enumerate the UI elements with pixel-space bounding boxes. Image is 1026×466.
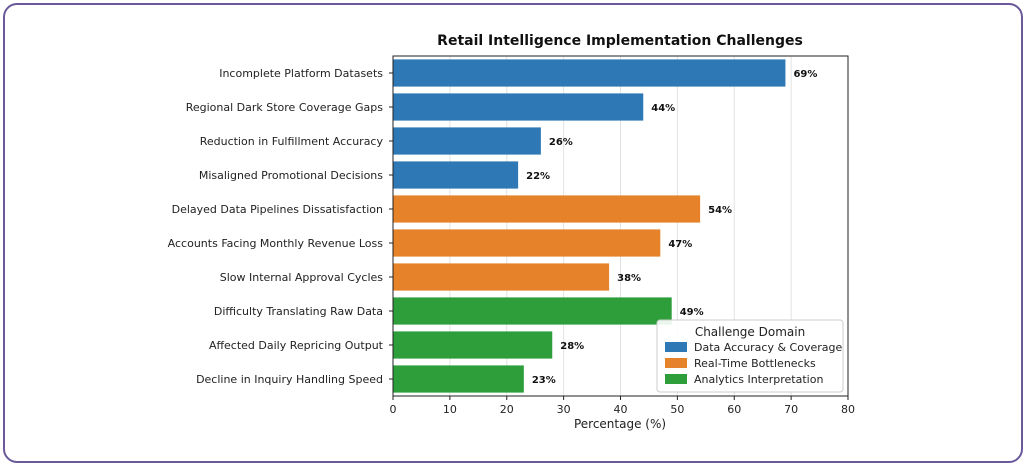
plot-border xyxy=(392,55,849,397)
category-labels: Incomplete Platform Datasets Regional Dar… xyxy=(168,67,393,386)
bars: 69% 44% 26% 22% 54% 47% 38% 49% 28% 23% xyxy=(393,59,817,393)
bar xyxy=(393,297,672,325)
x-tick-label: 40 xyxy=(614,403,628,416)
bar xyxy=(393,195,701,223)
x-tick-label: 50 xyxy=(670,403,684,416)
x-tick-label: 10 xyxy=(443,403,457,416)
bar xyxy=(393,263,610,291)
bar-data-label: 47% xyxy=(668,239,692,250)
bar-data-label: 54% xyxy=(708,205,732,216)
x-tick-label: 60 xyxy=(727,403,741,416)
chart-title: Retail Intelligence Implementation Chall… xyxy=(437,33,803,49)
legend-swatch xyxy=(665,358,687,368)
legend-entry-label: Analytics Interpretation xyxy=(694,373,823,386)
category-label: Slow Internal Approval Cycles xyxy=(220,271,384,284)
category-label: Accounts Facing Monthly Revenue Loss xyxy=(168,237,384,250)
legend-entries: Data Accuracy & Coverage Real-Time Bottle… xyxy=(665,341,842,386)
bar-data-label: 26% xyxy=(549,137,573,148)
category-label: Delayed Data Pipelines Dissatisfaction xyxy=(172,203,383,216)
bar-data-label: 28% xyxy=(560,341,584,352)
x-tick-label: 0 xyxy=(390,403,397,416)
legend-entry-label: Data Accuracy & Coverage xyxy=(694,341,842,354)
category-label: Affected Daily Repricing Output xyxy=(209,339,384,352)
bar-data-label: 44% xyxy=(651,103,675,114)
bar xyxy=(393,365,524,393)
x-tick-label: 80 xyxy=(841,403,855,416)
category-label: Reduction in Fulfillment Accuracy xyxy=(200,135,384,148)
bar-data-label: 22% xyxy=(526,171,550,182)
x-ticks: 0 10 20 30 40 50 60 70 80 xyxy=(390,396,855,416)
category-label: Decline in Inquiry Handling Speed xyxy=(196,373,383,386)
bar xyxy=(393,161,519,189)
category-label: Difficulty Translating Raw Data xyxy=(214,305,383,318)
bar-data-label: 23% xyxy=(532,375,556,386)
category-label: Regional Dark Store Coverage Gaps xyxy=(186,101,384,114)
bar-data-label: 69% xyxy=(793,69,817,80)
category-label: Misaligned Promotional Decisions xyxy=(199,169,383,182)
bar-data-label: 38% xyxy=(617,273,641,284)
bar xyxy=(393,127,541,155)
bar xyxy=(393,59,786,87)
legend-swatch xyxy=(665,342,687,352)
x-tick-label: 30 xyxy=(557,403,571,416)
bar-data-label: 49% xyxy=(680,307,704,318)
legend-box xyxy=(656,319,844,393)
x-axis-label: Percentage (%) xyxy=(574,417,666,431)
x-tick-label: 70 xyxy=(784,403,798,416)
legend-entry-label: Real-Time Bottlenecks xyxy=(694,357,816,370)
bar xyxy=(393,331,553,359)
legend-swatch xyxy=(665,374,687,384)
legend: Challenge Domain Data Accuracy & Coverag… xyxy=(656,319,844,393)
legend-title: Challenge Domain xyxy=(695,325,805,339)
bar xyxy=(393,93,644,121)
bar xyxy=(393,229,661,257)
x-tick-label: 20 xyxy=(500,403,514,416)
category-label: Incomplete Platform Datasets xyxy=(219,67,383,80)
